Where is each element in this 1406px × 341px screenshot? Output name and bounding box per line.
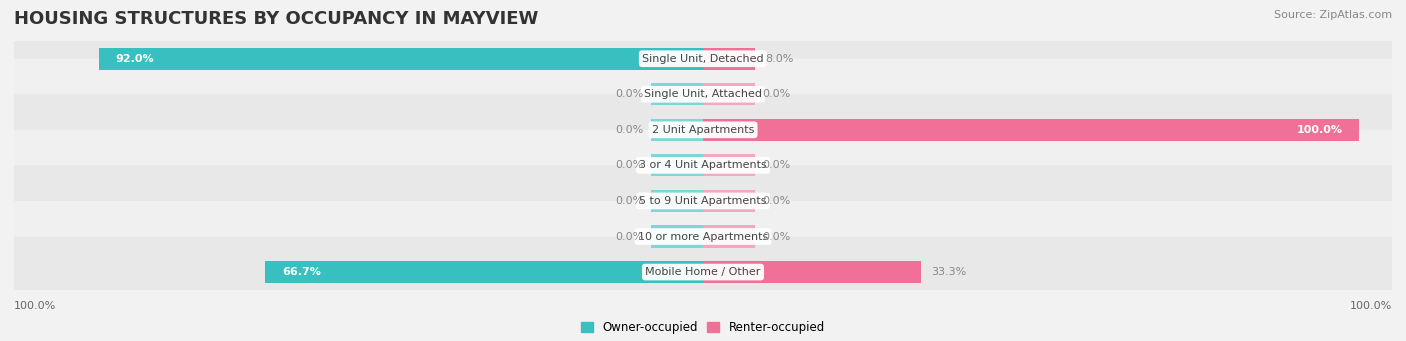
Text: HOUSING STRUCTURES BY OCCUPANCY IN MAYVIEW: HOUSING STRUCTURES BY OCCUPANCY IN MAYVI… bbox=[14, 10, 538, 28]
Bar bbox=[703, 225, 755, 248]
Bar bbox=[651, 119, 703, 141]
Text: 0.0%: 0.0% bbox=[762, 232, 790, 241]
Text: 0.0%: 0.0% bbox=[762, 160, 790, 170]
Text: Mobile Home / Other: Mobile Home / Other bbox=[645, 267, 761, 277]
Bar bbox=[703, 154, 755, 176]
Bar bbox=[703, 261, 921, 283]
FancyBboxPatch shape bbox=[11, 165, 1395, 237]
Text: Source: ZipAtlas.com: Source: ZipAtlas.com bbox=[1274, 10, 1392, 20]
Bar bbox=[651, 154, 703, 176]
FancyBboxPatch shape bbox=[11, 59, 1395, 130]
Bar bbox=[100, 48, 703, 70]
Text: 3 or 4 Unit Apartments: 3 or 4 Unit Apartments bbox=[640, 160, 766, 170]
Text: 10 or more Apartments: 10 or more Apartments bbox=[638, 232, 768, 241]
FancyBboxPatch shape bbox=[11, 201, 1395, 272]
Legend: Owner-occupied, Renter-occupied: Owner-occupied, Renter-occupied bbox=[576, 316, 830, 339]
FancyBboxPatch shape bbox=[11, 23, 1395, 94]
Text: 0.0%: 0.0% bbox=[762, 89, 790, 99]
FancyBboxPatch shape bbox=[11, 130, 1395, 201]
Text: 100.0%: 100.0% bbox=[14, 300, 56, 311]
Bar bbox=[266, 261, 703, 283]
Text: 66.7%: 66.7% bbox=[281, 267, 321, 277]
Text: 0.0%: 0.0% bbox=[616, 125, 644, 135]
Text: 0.0%: 0.0% bbox=[616, 160, 644, 170]
Bar bbox=[703, 190, 755, 212]
Text: 100.0%: 100.0% bbox=[1296, 125, 1343, 135]
Text: 0.0%: 0.0% bbox=[616, 89, 644, 99]
Text: 2 Unit Apartments: 2 Unit Apartments bbox=[652, 125, 754, 135]
Bar bbox=[651, 83, 703, 105]
Bar bbox=[651, 190, 703, 212]
Bar bbox=[703, 119, 1360, 141]
Text: 92.0%: 92.0% bbox=[115, 54, 155, 64]
Bar bbox=[703, 83, 755, 105]
Bar bbox=[703, 48, 755, 70]
Text: 100.0%: 100.0% bbox=[1350, 300, 1392, 311]
Bar bbox=[651, 225, 703, 248]
Text: 33.3%: 33.3% bbox=[931, 267, 966, 277]
Text: 5 to 9 Unit Apartments: 5 to 9 Unit Apartments bbox=[640, 196, 766, 206]
FancyBboxPatch shape bbox=[11, 94, 1395, 165]
Text: 0.0%: 0.0% bbox=[616, 196, 644, 206]
Text: Single Unit, Attached: Single Unit, Attached bbox=[644, 89, 762, 99]
Text: 0.0%: 0.0% bbox=[616, 232, 644, 241]
Text: Single Unit, Detached: Single Unit, Detached bbox=[643, 54, 763, 64]
Text: 0.0%: 0.0% bbox=[762, 196, 790, 206]
FancyBboxPatch shape bbox=[11, 237, 1395, 308]
Text: 8.0%: 8.0% bbox=[765, 54, 794, 64]
